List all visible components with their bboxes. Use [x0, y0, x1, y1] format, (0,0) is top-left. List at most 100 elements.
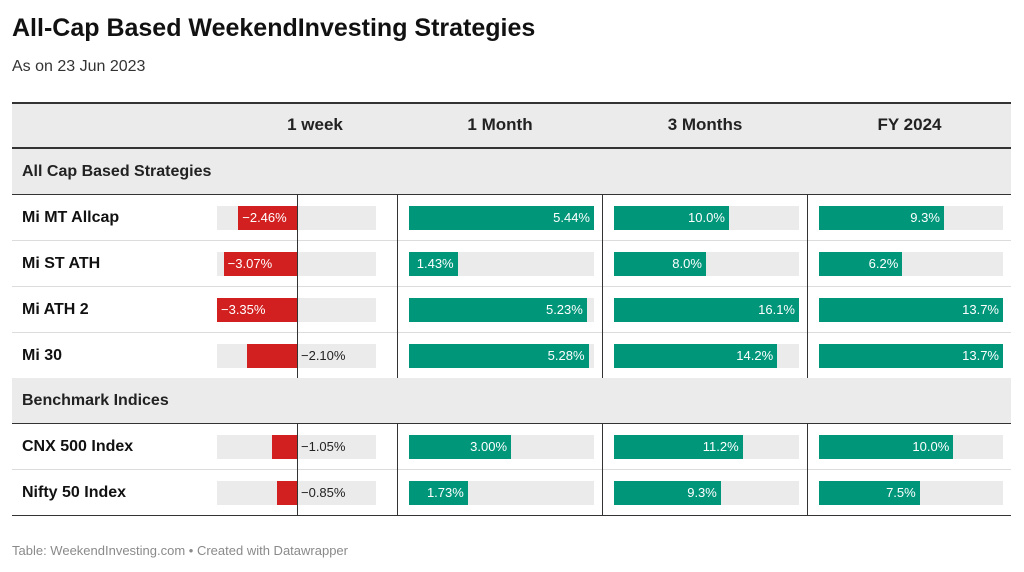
section-row — [12, 378, 1011, 423]
column-header-week: 1 week — [287, 115, 343, 134]
month-bar-track: 3.00% — [409, 435, 594, 459]
row-divider — [12, 469, 1011, 470]
week-value-label: −3.35% — [221, 302, 266, 317]
fy2024-bar — [819, 206, 944, 230]
week-bar-track: −2.10% — [217, 344, 376, 368]
fy2024-bar-track: 7.5% — [819, 481, 1003, 505]
month-value-label: 5.44% — [553, 210, 590, 225]
week-bar-track: −3.07% — [217, 252, 376, 276]
month-bar-track: 5.44% — [409, 206, 594, 230]
fy2024-bar-track: 9.3% — [819, 206, 1003, 230]
month-bar — [409, 206, 594, 230]
section-divider — [12, 423, 1011, 424]
month-value-label: 1.43% — [416, 256, 454, 271]
header-row — [12, 102, 1011, 147]
row-divider — [12, 286, 1011, 287]
week-value-label: −0.85% — [301, 485, 346, 500]
month-bar — [409, 344, 589, 368]
month-bar — [409, 481, 468, 505]
section-label: All Cap Based Strategies — [22, 163, 212, 180]
month-value-label: 1.73% — [426, 485, 464, 500]
months3-bar — [614, 344, 778, 368]
months3-bar-track: 9.3% — [614, 481, 799, 505]
month-value-label: 3.00% — [470, 439, 508, 454]
month-bar-track: 5.28% — [409, 344, 594, 368]
column-header-months3: 3 Months — [667, 115, 743, 134]
week-value-label: −2.10% — [301, 348, 346, 363]
months3-value-label: 10.0% — [688, 210, 725, 225]
week-value-label: −3.07% — [227, 256, 273, 271]
months3-bar-track: 16.1% — [614, 298, 799, 322]
column-header-fy2024: FY 2024 — [877, 115, 942, 134]
months3-value-label: 9.3% — [687, 485, 717, 500]
months3-value-label: 14.2% — [736, 348, 774, 363]
row-label: Mi ST ATH — [22, 255, 101, 272]
week-bar-track: −2.46% — [217, 206, 376, 230]
column-header-month: 1 Month — [467, 115, 533, 134]
fy2024-value-label: 7.5% — [886, 485, 916, 500]
week-value-label: −1.05% — [301, 439, 346, 454]
months3-bar — [614, 481, 721, 505]
column-separator — [807, 194, 808, 378]
row-divider — [12, 332, 1011, 333]
month-bar — [409, 252, 458, 276]
column-separator — [397, 423, 398, 515]
week-value-label: −2.46% — [242, 210, 287, 225]
months3-value-label: 16.1% — [758, 302, 795, 317]
fy2024-value-label: 9.3% — [910, 210, 940, 225]
table-top-border — [12, 102, 1011, 104]
month-bar — [409, 298, 587, 322]
column-separator — [397, 194, 398, 378]
months3-value-label: 8.0% — [672, 256, 702, 271]
months3-bar-track: 8.0% — [614, 252, 799, 276]
section-row — [12, 149, 1011, 194]
week-bar — [271, 435, 297, 459]
week-zero-line — [297, 194, 298, 378]
results-table: 1 week 1 Month 3 Months FY 2024 All Cap Base… — [12, 102, 1011, 520]
fy2024-bar — [819, 435, 954, 459]
month-bar — [409, 435, 512, 459]
row-label: Mi 30 — [22, 347, 63, 364]
week-bar — [246, 344, 297, 368]
chart-footer: Table: WeekendInvesting.com • Created wi… — [12, 543, 348, 558]
section-label: Benchmark Indices — [22, 392, 169, 409]
month-value-label: 5.28% — [547, 348, 585, 363]
chart-title: All-Cap Based WeekendInvesting Strategie… — [12, 14, 536, 42]
fy2024-value-label: 10.0% — [912, 439, 950, 454]
column-separator — [602, 423, 603, 515]
week-bar — [217, 298, 297, 322]
months3-bar — [614, 206, 729, 230]
fy2024-bar-track: 10.0% — [819, 435, 1003, 459]
fy2024-bar-track: 13.7% — [819, 344, 1003, 368]
column-separator — [602, 194, 603, 378]
week-bar — [238, 206, 297, 230]
fy2024-value-label: 6.2% — [868, 256, 899, 271]
months3-bar-track: 11.2% — [614, 435, 799, 459]
month-bar-track: 5.23% — [409, 298, 594, 322]
months3-bar — [614, 435, 743, 459]
month-value-label: 5.23% — [545, 302, 583, 317]
months3-value-label: 11.2% — [702, 439, 739, 454]
week-bar-track: −0.85% — [217, 481, 376, 505]
months3-bar-track: 10.0% — [614, 206, 799, 230]
month-bar-track: 1.73% — [409, 481, 594, 505]
row-label: CNX 500 Index — [22, 438, 134, 455]
row-label: Mi ATH 2 — [22, 301, 89, 318]
fy2024-bar — [819, 344, 1003, 368]
fy2024-bar — [819, 298, 1003, 322]
month-bar-track: 1.43% — [409, 252, 594, 276]
column-separator — [807, 423, 808, 515]
months3-bar-track: 14.2% — [614, 344, 799, 368]
fy2024-bar — [819, 252, 903, 276]
week-bar-track: −1.05% — [217, 435, 376, 459]
week-zero-line — [297, 423, 298, 515]
fy2024-value-label: 13.7% — [962, 302, 999, 317]
months3-bar — [614, 298, 799, 322]
week-bar — [223, 252, 297, 276]
row-label: Nifty 50 Index — [22, 484, 127, 501]
fy2024-value-label: 13.7% — [962, 348, 999, 363]
section-divider — [12, 194, 1011, 195]
months3-bar — [614, 252, 706, 276]
week-bar — [276, 481, 297, 505]
fy2024-bar-track: 6.2% — [819, 252, 1003, 276]
